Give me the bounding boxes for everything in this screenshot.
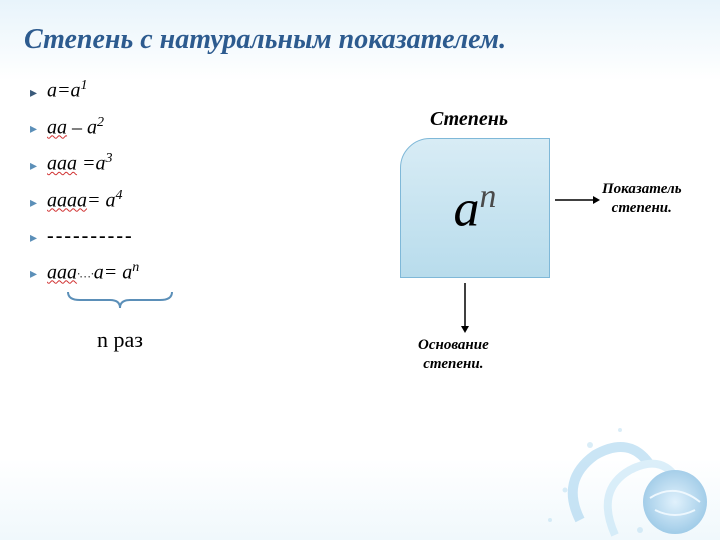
bullet-icon: ▸ — [30, 195, 37, 212]
diagram-top-label: Степень — [430, 108, 508, 131]
bullet-line-2: ▸ aa – a2 — [30, 115, 320, 140]
dashes: ---------- — [47, 225, 134, 248]
expr-3: aaa =a3 — [47, 151, 113, 176]
n-times-label: n раз — [60, 327, 180, 353]
slide-title: Степень с натуральным показателем. — [0, 0, 720, 68]
power-expression: an — [454, 178, 497, 238]
expr-general: aaa·…·a= an — [47, 260, 139, 285]
underbrace: n раз — [60, 290, 180, 353]
bullet-icon: ▸ — [30, 158, 37, 175]
bullet-line-4: ▸ aaaa= a4 — [30, 188, 320, 213]
arrow-down-icon — [458, 283, 472, 333]
bullet-line-1: ▸ a=a1 — [30, 78, 320, 103]
content-area: ▸ a=a1 ▸ aa – a2 ▸ aaa =a3 ▸ aaaa= a4 ▸ — [0, 68, 720, 353]
expr-1: a=a1 — [47, 78, 88, 103]
arrow-right-icon — [555, 193, 600, 207]
exponent-n: n — [480, 178, 497, 215]
bullet-icon: ▸ — [30, 230, 37, 247]
bullet-list: ▸ a=a1 ▸ aa – a2 ▸ aaa =a3 ▸ aaaa= a4 ▸ — [0, 68, 320, 353]
brace-icon — [60, 290, 180, 316]
bullet-icon: ▸ — [30, 266, 37, 283]
expr-4: aaaa= a4 — [47, 188, 123, 213]
base-label: Основаниестепени. — [418, 336, 489, 374]
base-a: a — [454, 180, 480, 237]
expr-2: aa – a2 — [47, 115, 104, 140]
bullet-line-3: ▸ aaa =a3 — [30, 151, 320, 176]
bullet-line-dashes: ▸ ---------- — [30, 225, 320, 248]
bullet-icon: ▸ — [30, 121, 37, 138]
power-card: an — [400, 138, 550, 278]
decorative-corner — [520, 390, 720, 540]
exponent-label: Показательстепени. — [602, 180, 682, 218]
bullet-icon: ▸ — [30, 85, 37, 102]
bullet-line-general: ▸ aaa·…·a= an — [30, 260, 320, 285]
